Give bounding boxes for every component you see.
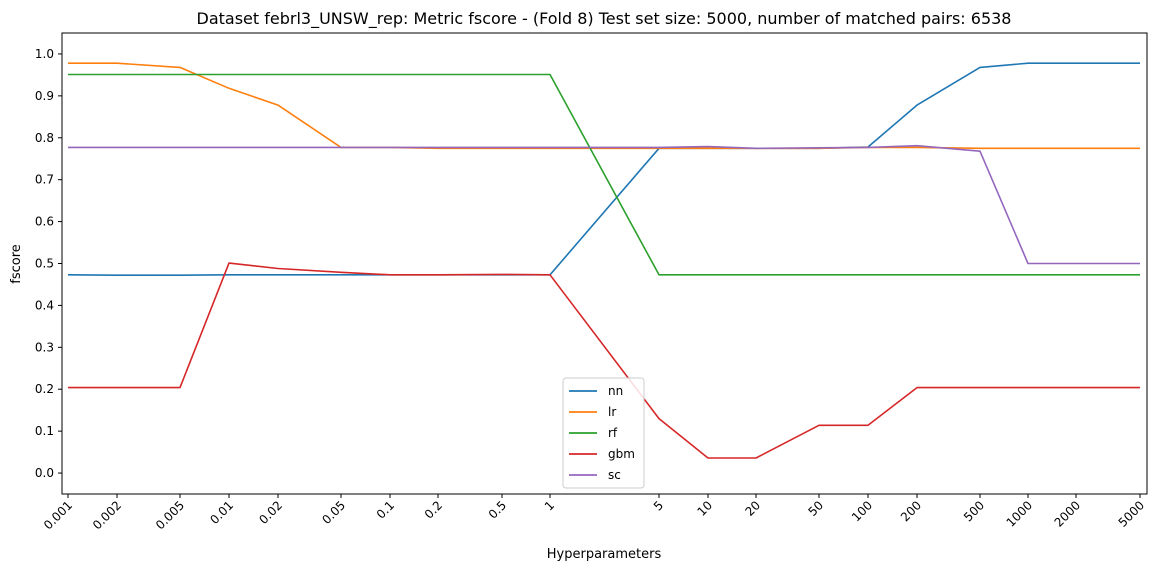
y-tick-label: 0.2 (35, 382, 54, 396)
legend-label-nn: nn (608, 384, 623, 398)
legend-label-lr: lr (608, 405, 616, 419)
x-tick-label: 0.02 (256, 498, 285, 527)
y-tick-label: 0.4 (35, 298, 54, 312)
y-tick-label: 0.0 (35, 466, 54, 480)
x-tick-label: 10 (694, 498, 715, 519)
series-lines (67, 62, 1140, 459)
y-tick-label: 0.6 (35, 215, 54, 229)
x-tick-label: 1 (542, 498, 557, 513)
legend-label-rf: rf (608, 426, 618, 440)
x-tick-label: 20 (742, 498, 763, 519)
series-line-gbm (68, 262, 1140, 459)
x-tick-label: 1000 (1004, 498, 1035, 529)
y-tick-label: 0.1 (35, 424, 54, 438)
series-line-sc (68, 144, 1140, 265)
chart-title: Dataset febrl3_UNSW_rep: Metric fscore -… (197, 9, 1012, 29)
x-tick-label: 2000 (1052, 498, 1083, 529)
y-tick-label: 0.7 (35, 173, 54, 187)
legend-box (562, 377, 645, 489)
y-tick-label: 1.0 (35, 47, 54, 61)
x-tick-label: 5 (651, 498, 666, 513)
series-line-lr (68, 62, 1140, 150)
y-tick-label: 0.5 (35, 257, 54, 271)
series-line-rf (68, 73, 1140, 276)
series-line-nn (67, 62, 1140, 277)
x-tick-label: 0.5 (486, 498, 509, 521)
x-tick-label: 0.01 (207, 498, 236, 527)
x-tick-label: 0.005 (153, 498, 187, 532)
x-axis-label: Hyperparameters (547, 547, 662, 562)
x-tick-label: 0.1 (374, 498, 397, 521)
x-tick-label: 100 (849, 498, 875, 524)
x-tick-label: 0.05 (319, 498, 348, 527)
legend: nn lr rf gbm sc (562, 377, 645, 489)
x-tick-label: 5000 (1116, 498, 1147, 529)
x-axis-ticks: 0.001 0.002 0.005 0.01 0.02 0.05 0.1 0.2 0.5 1 5 10… (41, 494, 1147, 532)
x-tick-label: 0.002 (90, 498, 124, 532)
y-axis-ticks: 0.0 0.1 0.2 0.3 0.4 0.5 0.6 0.7 0.8 0.9 1.0 (35, 47, 62, 480)
x-tick-label: 500 (961, 498, 987, 524)
x-tick-label: 200 (898, 498, 924, 524)
x-tick-label: 0.2 (422, 498, 445, 521)
legend-label-gbm: gbm (608, 447, 635, 461)
y-tick-label: 0.3 (35, 340, 54, 354)
y-tick-label: 0.8 (35, 131, 54, 145)
y-axis-label: fscore (9, 244, 24, 284)
x-tick-label: 50 (805, 498, 826, 519)
y-tick-label: 0.9 (35, 89, 54, 103)
legend-label-sc: sc (608, 468, 621, 482)
x-tick-label: 0.001 (41, 498, 75, 532)
